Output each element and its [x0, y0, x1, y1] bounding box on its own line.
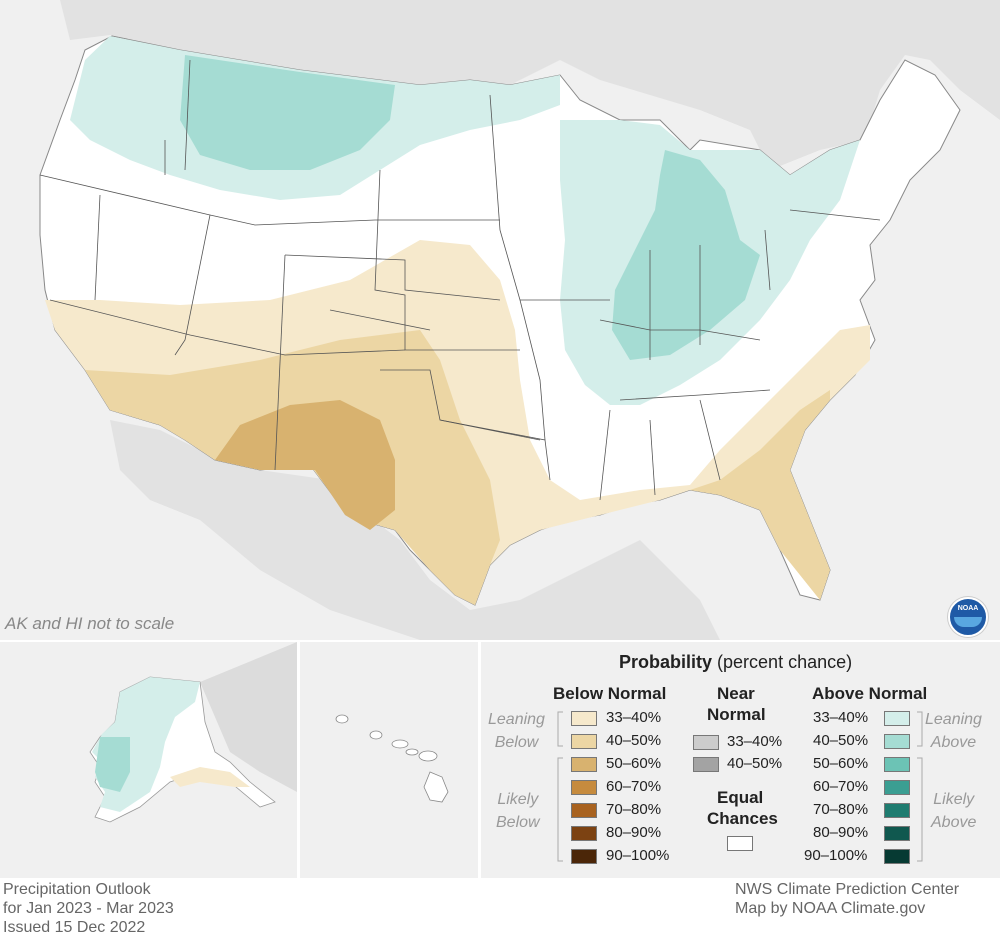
below-label-6: 90–100%: [606, 847, 670, 864]
below-swatch-1: [571, 734, 597, 749]
below-label-2: 50–60%: [606, 755, 662, 772]
canada-yukon: [200, 642, 297, 792]
near-normal-header-2: Normal: [707, 705, 766, 724]
likely-above-line2: Above: [931, 814, 977, 831]
outlook-period: for Jan 2023 - Mar 2023: [3, 900, 174, 917]
above-swatch-1: [884, 734, 910, 749]
likely-below-label: Likely Below: [496, 788, 540, 834]
likely-below-line2: Below: [496, 814, 540, 831]
above-label-2: 50–60%: [813, 755, 869, 772]
below-swatch-6: [571, 849, 597, 864]
leaning-below-line1: Leaning: [488, 711, 545, 728]
outlook-title: Precipitation Outlook: [3, 881, 151, 898]
leaning-below-label: Leaning Below: [488, 708, 545, 754]
alaska-map: [0, 642, 297, 878]
below-swatch-0: [571, 711, 597, 726]
below-swatch-2: [571, 757, 597, 772]
above-swatch-3: [884, 780, 910, 795]
leaning-above-label: Leaning Above: [925, 708, 982, 754]
below-swatch-3: [571, 780, 597, 795]
canada-land: [60, 0, 1000, 170]
above-swatch-6: [884, 849, 910, 864]
alaska-above-40: [95, 737, 130, 792]
leaning-below-line2: Below: [494, 734, 539, 751]
near-normal-header-1: Near: [717, 684, 755, 703]
below-normal-header: Below Normal: [553, 684, 667, 703]
above-label-5: 80–90%: [813, 824, 869, 841]
noaa-logo: NOAA: [948, 597, 988, 637]
below-swatch-5: [571, 826, 597, 841]
hawaii-map: [300, 642, 478, 878]
leaning-above-line2: Above: [930, 734, 977, 751]
legend-brackets: [557, 711, 923, 862]
legend: Probability (percent chance) Below Norma…: [481, 642, 1000, 878]
equal-chances-swatch: [727, 836, 753, 851]
hawaii-svg: [335, 714, 449, 803]
above-swatch-4: [884, 803, 910, 818]
hawaii-islands: [335, 714, 449, 803]
outlook-caption: Precipitation Outlook for Jan 2023 - Mar…: [3, 880, 174, 937]
above-40-montana: [180, 55, 395, 170]
legend-title-bold: Probability: [619, 652, 713, 672]
state-boundaries: [39, 59, 881, 501]
mexico-land: [110, 420, 720, 640]
noaa-logo-text: NOAA: [957, 605, 979, 612]
equal-chances-header-2: Chances: [707, 809, 778, 828]
likely-above-line1: Likely: [933, 791, 975, 808]
above-swatch-5: [884, 826, 910, 841]
below-label-3: 60–70%: [606, 778, 662, 795]
below-label-5: 80–90%: [606, 824, 662, 841]
alaska-below-33: [170, 767, 250, 787]
below-label-0: 33–40%: [606, 709, 662, 726]
below-swatch-4: [571, 803, 597, 818]
near-label-1: 40–50%: [727, 755, 783, 772]
likely-above-label: Likely Above: [931, 788, 976, 834]
conus-map-svg: [39, 0, 1000, 640]
credit-caption: NWS Climate Prediction Center Map by NOA…: [735, 880, 959, 918]
below-label-4: 70–80%: [606, 801, 662, 818]
equal-chances-header-1: Equal: [717, 788, 764, 807]
near-label-0: 33–40%: [727, 733, 783, 750]
legend-title: Probability (percent chance): [619, 652, 852, 673]
above-label-6: 90–100%: [804, 847, 868, 864]
credit-center: NWS Climate Prediction Center: [735, 881, 960, 898]
above-label-3: 60–70%: [813, 778, 869, 795]
below-40-southeast: [690, 390, 830, 600]
above-normal-header: Above Normal: [812, 684, 928, 703]
below-50-newmexico: [215, 400, 395, 530]
near-swatch-1: [693, 757, 719, 772]
below-40-southwest: [85, 330, 500, 605]
below-label-1: 40–50%: [606, 732, 662, 749]
above-label-0: 33–40%: [813, 709, 869, 726]
near-swatch-0: [693, 735, 719, 750]
above-40-midwest: [612, 150, 760, 360]
leaning-above-line1: Leaning: [925, 711, 982, 728]
scale-note: AK and HI not to scale: [5, 614, 175, 633]
conus-map: NOAA AK and HI not to scale: [0, 0, 1000, 640]
credit-map: Map by NOAA Climate.gov: [735, 900, 926, 917]
outlook-issued: Issued 15 Dec 2022: [3, 919, 146, 936]
above-label-1: 40–50%: [813, 732, 869, 749]
above-swatch-2: [884, 757, 910, 772]
above-label-4: 70–80%: [813, 801, 869, 818]
above-swatch-0: [884, 711, 910, 726]
legend-title-rest: (percent chance): [717, 652, 853, 672]
likely-below-line1: Likely: [497, 791, 539, 808]
alaska-svg: [89, 642, 297, 823]
